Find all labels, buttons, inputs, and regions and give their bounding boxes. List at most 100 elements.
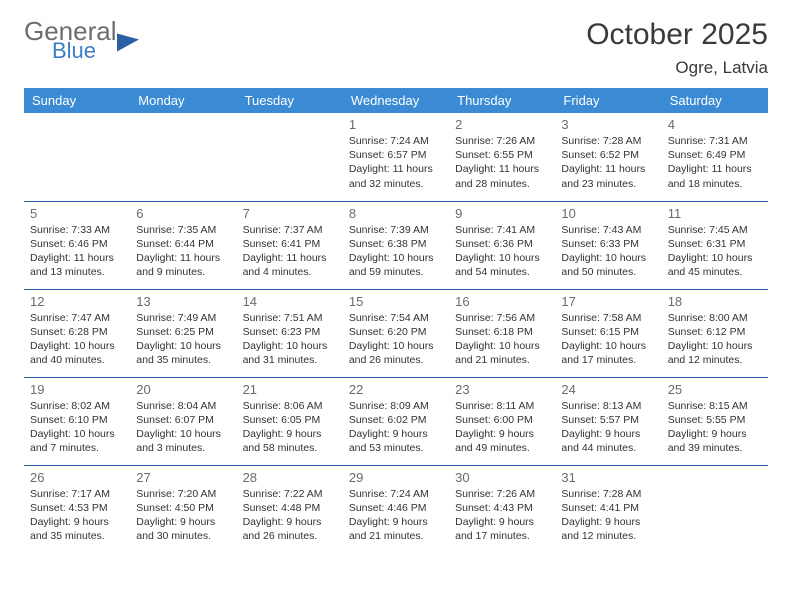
day-number: 19 [30,382,124,397]
day-details: Sunrise: 7:26 AMSunset: 4:43 PMDaylight:… [455,487,549,544]
day-number: 13 [136,294,230,309]
day-cell: 14 Sunrise: 7:51 AMSunset: 6:23 PMDayligh… [237,289,343,377]
day-details: Sunrise: 7:22 AMSunset: 4:48 PMDaylight:… [243,487,337,544]
day-cell: 21Sunrise: 8:06 AMSunset: 6:05 PMDayligh… [237,377,343,465]
day-number: 6 [136,206,230,221]
day-header-sunday: Sunday [24,88,130,113]
day-cell: 2Sunrise: 7:26 AMSunset: 6:55 PMDaylight… [449,113,555,201]
day-header-wednesday: Wednesday [343,88,449,113]
day-cell: 10 Sunrise: 7:43 AMSunset: 6:33 PMDayligh… [555,201,661,289]
day-number: 5 [30,206,124,221]
day-cell: 27 Sunrise: 7:20 AMSunset: 4:50 PMDayligh… [130,465,236,553]
day-details: Sunrise: 7:56 AMSunset: 6:18 PMDaylight:… [455,311,549,368]
day-number: 15 [349,294,443,309]
day-number: 4 [668,117,762,132]
logo: General Blue [24,18,139,62]
empty-cell [237,113,343,201]
day-number: 27 [136,470,230,485]
day-cell: 15Sunrise: 7:54 AMSunset: 6:20 PMDayligh… [343,289,449,377]
day-cell: 11Sunrise: 7:45 AMSunset: 6:31 PMDayligh… [662,201,768,289]
day-number: 30 [455,470,549,485]
week-row: 5 Sunrise: 7:33 AMSunset: 6:46 PMDaylight… [24,201,768,289]
week-row: 12 Sunrise: 7:47 AMSunset: 6:28 PMDayligh… [24,289,768,377]
header: General Blue October 2025 Ogre, Latvia [24,18,768,78]
day-number: 26 [30,470,124,485]
day-details: Sunrise: 7:51 AMSunset: 6:23 PMDaylight:… [243,311,337,368]
day-cell: 3 Sunrise: 7:28 AMSunset: 6:52 PMDaylight… [555,113,661,201]
empty-cell [130,113,236,201]
day-cell: 8 Sunrise: 7:39 AMSunset: 6:38 PMDaylight… [343,201,449,289]
day-number: 21 [243,382,337,397]
day-cell: 31 Sunrise: 7:28 AMSunset: 4:41 PMDayligh… [555,465,661,553]
day-cell: 13Sunrise: 7:49 AMSunset: 6:25 PMDayligh… [130,289,236,377]
day-details: Sunrise: 8:09 AMSunset: 6:02 PMDaylight:… [349,399,443,456]
day-number: 12 [30,294,124,309]
day-cell: 9 Sunrise: 7:41 AMSunset: 6:36 PMDaylight… [449,201,555,289]
day-cell: 24Sunrise: 8:13 AMSunset: 5:57 PMDayligh… [555,377,661,465]
day-number: 20 [136,382,230,397]
day-number: 18 [668,294,762,309]
day-cell: 23Sunrise: 8:11 AMSunset: 6:00 PMDayligh… [449,377,555,465]
day-details: Sunrise: 7:33 AMSunset: 6:46 PMDaylight:… [30,223,124,280]
day-details: Sunrise: 7:20 AMSunset: 4:50 PMDaylight:… [136,487,230,544]
day-number: 22 [349,382,443,397]
day-cell: 28 Sunrise: 7:22 AMSunset: 4:48 PMDayligh… [237,465,343,553]
week-row: 1 Sunrise: 7:24 AMSunset: 6:57 PMDaylight… [24,113,768,201]
day-number: 1 [349,117,443,132]
calendar-table: SundayMondayTuesdayWednesdayThursdayFrid… [24,88,768,553]
day-header-row: SundayMondayTuesdayWednesdayThursdayFrid… [24,88,768,113]
day-number: 16 [455,294,549,309]
day-number: 8 [349,206,443,221]
day-details: Sunrise: 7:35 AMSunset: 6:44 PMDaylight:… [136,223,230,280]
day-cell: 26 Sunrise: 7:17 AMSunset: 4:53 PMDayligh… [24,465,130,553]
day-details: Sunrise: 7:41 AMSunset: 6:36 PMDaylight:… [455,223,549,280]
day-header-friday: Friday [555,88,661,113]
day-cell: 4 Sunrise: 7:31 AMSunset: 6:49 PMDaylight… [662,113,768,201]
day-details: Sunrise: 7:24 AMSunset: 4:46 PMDaylight:… [349,487,443,544]
day-cell: 1 Sunrise: 7:24 AMSunset: 6:57 PMDaylight… [343,113,449,201]
arrow-icon [117,30,139,51]
day-number: 10 [561,206,655,221]
empty-cell [24,113,130,201]
day-details: Sunrise: 7:39 AMSunset: 6:38 PMDaylight:… [349,223,443,280]
week-row: 19 Sunrise: 8:02 AMSunset: 6:10 PMDayligh… [24,377,768,465]
logo-text: General Blue [24,18,117,62]
day-number: 11 [668,206,762,221]
day-cell: 17Sunrise: 7:58 AMSunset: 6:15 PMDayligh… [555,289,661,377]
day-header-thursday: Thursday [449,88,555,113]
day-details: Sunrise: 7:37 AMSunset: 6:41 PMDaylight:… [243,223,337,280]
week-row: 26 Sunrise: 7:17 AMSunset: 4:53 PMDayligh… [24,465,768,553]
calendar-page: General Blue October 2025 Ogre, Latvia S… [0,0,792,571]
day-number: 31 [561,470,655,485]
location-title: Ogre, Latvia [586,58,768,78]
day-number: 14 [243,294,337,309]
day-details: Sunrise: 8:15 AMSunset: 5:55 PMDaylight:… [668,399,762,456]
day-cell: 12 Sunrise: 7:47 AMSunset: 6:28 PMDayligh… [24,289,130,377]
day-cell: 18Sunrise: 8:00 AMSunset: 6:12 PMDayligh… [662,289,768,377]
day-cell: 16 Sunrise: 7:56 AMSunset: 6:18 PMDayligh… [449,289,555,377]
day-number: 9 [455,206,549,221]
day-cell: 19 Sunrise: 8:02 AMSunset: 6:10 PMDayligh… [24,377,130,465]
day-header-tuesday: Tuesday [237,88,343,113]
day-details: Sunrise: 7:31 AMSunset: 6:49 PMDaylight:… [668,134,762,191]
day-cell: 7Sunrise: 7:37 AMSunset: 6:41 PMDaylight… [237,201,343,289]
day-number: 17 [561,294,655,309]
day-number: 28 [243,470,337,485]
day-details: Sunrise: 8:02 AMSunset: 6:10 PMDaylight:… [30,399,124,456]
day-number: 23 [455,382,549,397]
day-details: Sunrise: 7:24 AMSunset: 6:57 PMDaylight:… [349,134,443,191]
day-details: Sunrise: 7:28 AMSunset: 4:41 PMDaylight:… [561,487,655,544]
day-details: Sunrise: 7:47 AMSunset: 6:28 PMDaylight:… [30,311,124,368]
title-block: October 2025 Ogre, Latvia [586,18,768,78]
day-details: Sunrise: 7:17 AMSunset: 4:53 PMDaylight:… [30,487,124,544]
empty-cell [662,465,768,553]
day-cell: 20Sunrise: 8:04 AMSunset: 6:07 PMDayligh… [130,377,236,465]
day-details: Sunrise: 7:26 AMSunset: 6:55 PMDaylight:… [455,134,549,191]
day-details: Sunrise: 7:43 AMSunset: 6:33 PMDaylight:… [561,223,655,280]
day-header-monday: Monday [130,88,236,113]
day-cell: 22 Sunrise: 8:09 AMSunset: 6:02 PMDayligh… [343,377,449,465]
day-number: 3 [561,117,655,132]
day-number: 25 [668,382,762,397]
calendar-body: 1 Sunrise: 7:24 AMSunset: 6:57 PMDaylight… [24,113,768,553]
day-details: Sunrise: 7:28 AMSunset: 6:52 PMDaylight:… [561,134,655,191]
